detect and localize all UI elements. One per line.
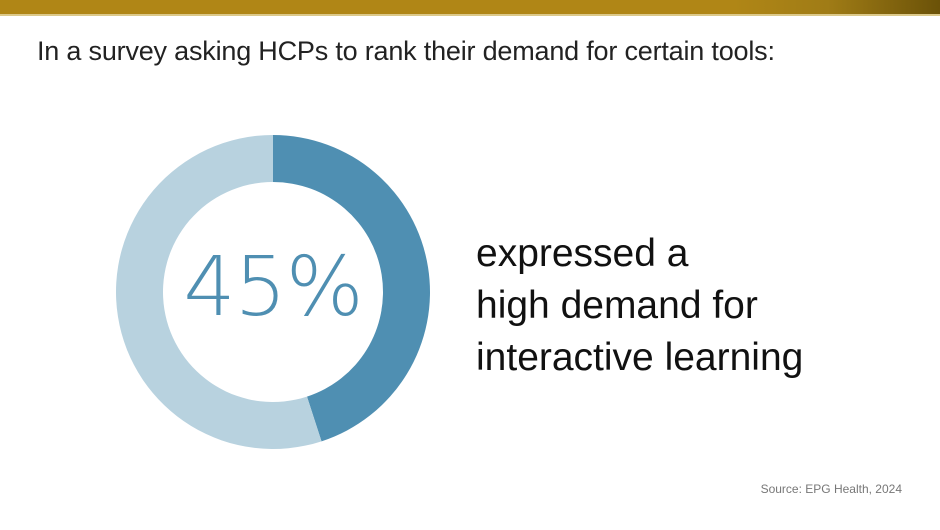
- description: expressed a high demand for interactive …: [476, 228, 803, 384]
- top-accent-line: [0, 14, 940, 16]
- source-note: Source: EPG Health, 2024: [760, 482, 902, 496]
- donut-segment-remainder: [116, 135, 322, 449]
- description-line-1: expressed a: [476, 232, 689, 275]
- donut-segment-highlight: [273, 135, 431, 442]
- description-line-2: high demand for: [476, 284, 758, 327]
- page-title: In a survey asking HCPs to rank their de…: [37, 36, 775, 66]
- top-accent-bar: [0, 0, 940, 14]
- description-line-3: interactive learning: [476, 336, 804, 379]
- donut-center-label: 45%: [183, 240, 363, 335]
